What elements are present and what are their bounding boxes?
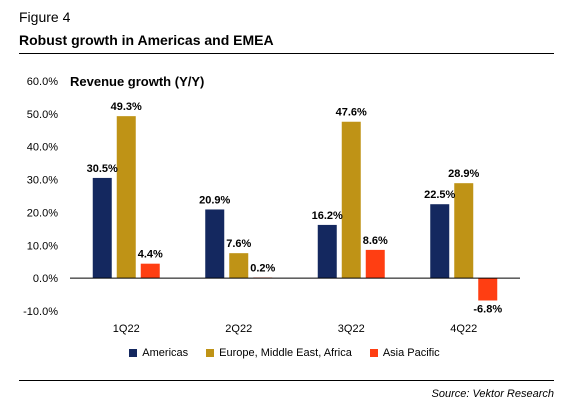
value-label: 49.3% (111, 101, 142, 113)
value-label: 22.5% (424, 189, 455, 201)
bar (430, 204, 450, 279)
y-tick-label: -10.0% (23, 306, 58, 318)
legend-item: Americas (129, 347, 188, 359)
y-tick-label: 20.0% (27, 207, 58, 219)
legend-item: Europe, Middle East, Africa (206, 347, 352, 359)
bar (365, 249, 385, 279)
bar (140, 263, 160, 279)
value-label: 8.6% (363, 235, 388, 247)
bar (341, 121, 361, 279)
bar (205, 209, 225, 279)
bar (454, 183, 474, 279)
legend-label: Europe, Middle East, Africa (219, 347, 352, 359)
y-tick-label: 50.0% (27, 109, 58, 121)
bar (229, 253, 249, 279)
value-label: 47.6% (336, 107, 367, 119)
legend-swatch (206, 349, 215, 357)
legend: Americas Europe, Middle East, Africa Asia … (0, 347, 569, 360)
legend-swatch (129, 349, 138, 357)
x-tick-label: 3Q22 (338, 323, 365, 335)
bars (92, 116, 498, 301)
x-axis: 1Q22 2Q22 3Q22 4Q22 (70, 277, 520, 335)
legend-item: Asia Pacific (369, 347, 440, 359)
y-tick-label: 10.0% (27, 240, 58, 252)
value-label: 20.9% (199, 194, 230, 206)
value-label: 28.9% (448, 168, 479, 180)
y-tick-label: 40.0% (27, 142, 58, 154)
legend-label: Asia Pacific (382, 347, 440, 359)
y-tick-label: 0.0% (33, 273, 58, 285)
figure-label: Figure 4 (19, 9, 71, 25)
source-note: Source: Vektor Research (431, 388, 554, 400)
top-divider (19, 53, 554, 54)
value-label: 4.4% (138, 249, 163, 261)
figure-title: Robust growth in Americas and EMEA (19, 32, 274, 48)
y-tick-label: 30.0% (27, 175, 58, 187)
x-tick-label: 1Q22 (113, 323, 140, 335)
value-label: 30.5% (87, 163, 118, 175)
value-label: -6.8% (473, 303, 502, 315)
legend-swatch (369, 349, 378, 357)
bar (116, 116, 136, 279)
y-tick-label: 60.0% (27, 76, 58, 88)
value-label: 0.2% (250, 262, 275, 274)
value-label: 7.6% (226, 238, 251, 250)
chart-title: Revenue growth (Y/Y) (70, 74, 204, 89)
y-axis: -10.0% 0.0% 10.0% 20.0% 30.0% 40.0% 50.0% 60.0% (23, 76, 58, 318)
value-label: 16.2% (312, 210, 343, 222)
bar (317, 224, 337, 279)
value-labels: 30.5% 49.3% 4.4% 20.9% 7.6% 0.2% 16.2% 47.6% 8.6… (87, 101, 503, 315)
bar (478, 278, 498, 301)
x-tick-label: 4Q22 (450, 323, 477, 335)
bar (92, 177, 112, 279)
bottom-divider (19, 380, 554, 381)
legend-label: Americas (142, 347, 189, 359)
x-tick-label: 2Q22 (225, 323, 252, 335)
